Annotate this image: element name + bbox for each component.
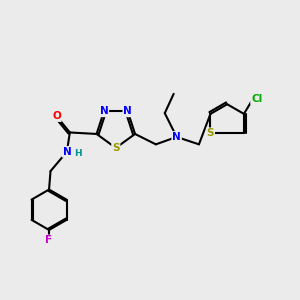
Text: O: O — [52, 111, 61, 121]
Text: F: F — [46, 236, 52, 245]
Text: S: S — [207, 128, 214, 138]
Text: H: H — [74, 149, 82, 158]
Text: N: N — [123, 106, 132, 116]
Text: Cl: Cl — [251, 94, 262, 104]
Text: N: N — [100, 106, 108, 116]
Text: N: N — [172, 132, 181, 142]
Text: N: N — [62, 147, 71, 157]
Text: S: S — [112, 143, 120, 153]
